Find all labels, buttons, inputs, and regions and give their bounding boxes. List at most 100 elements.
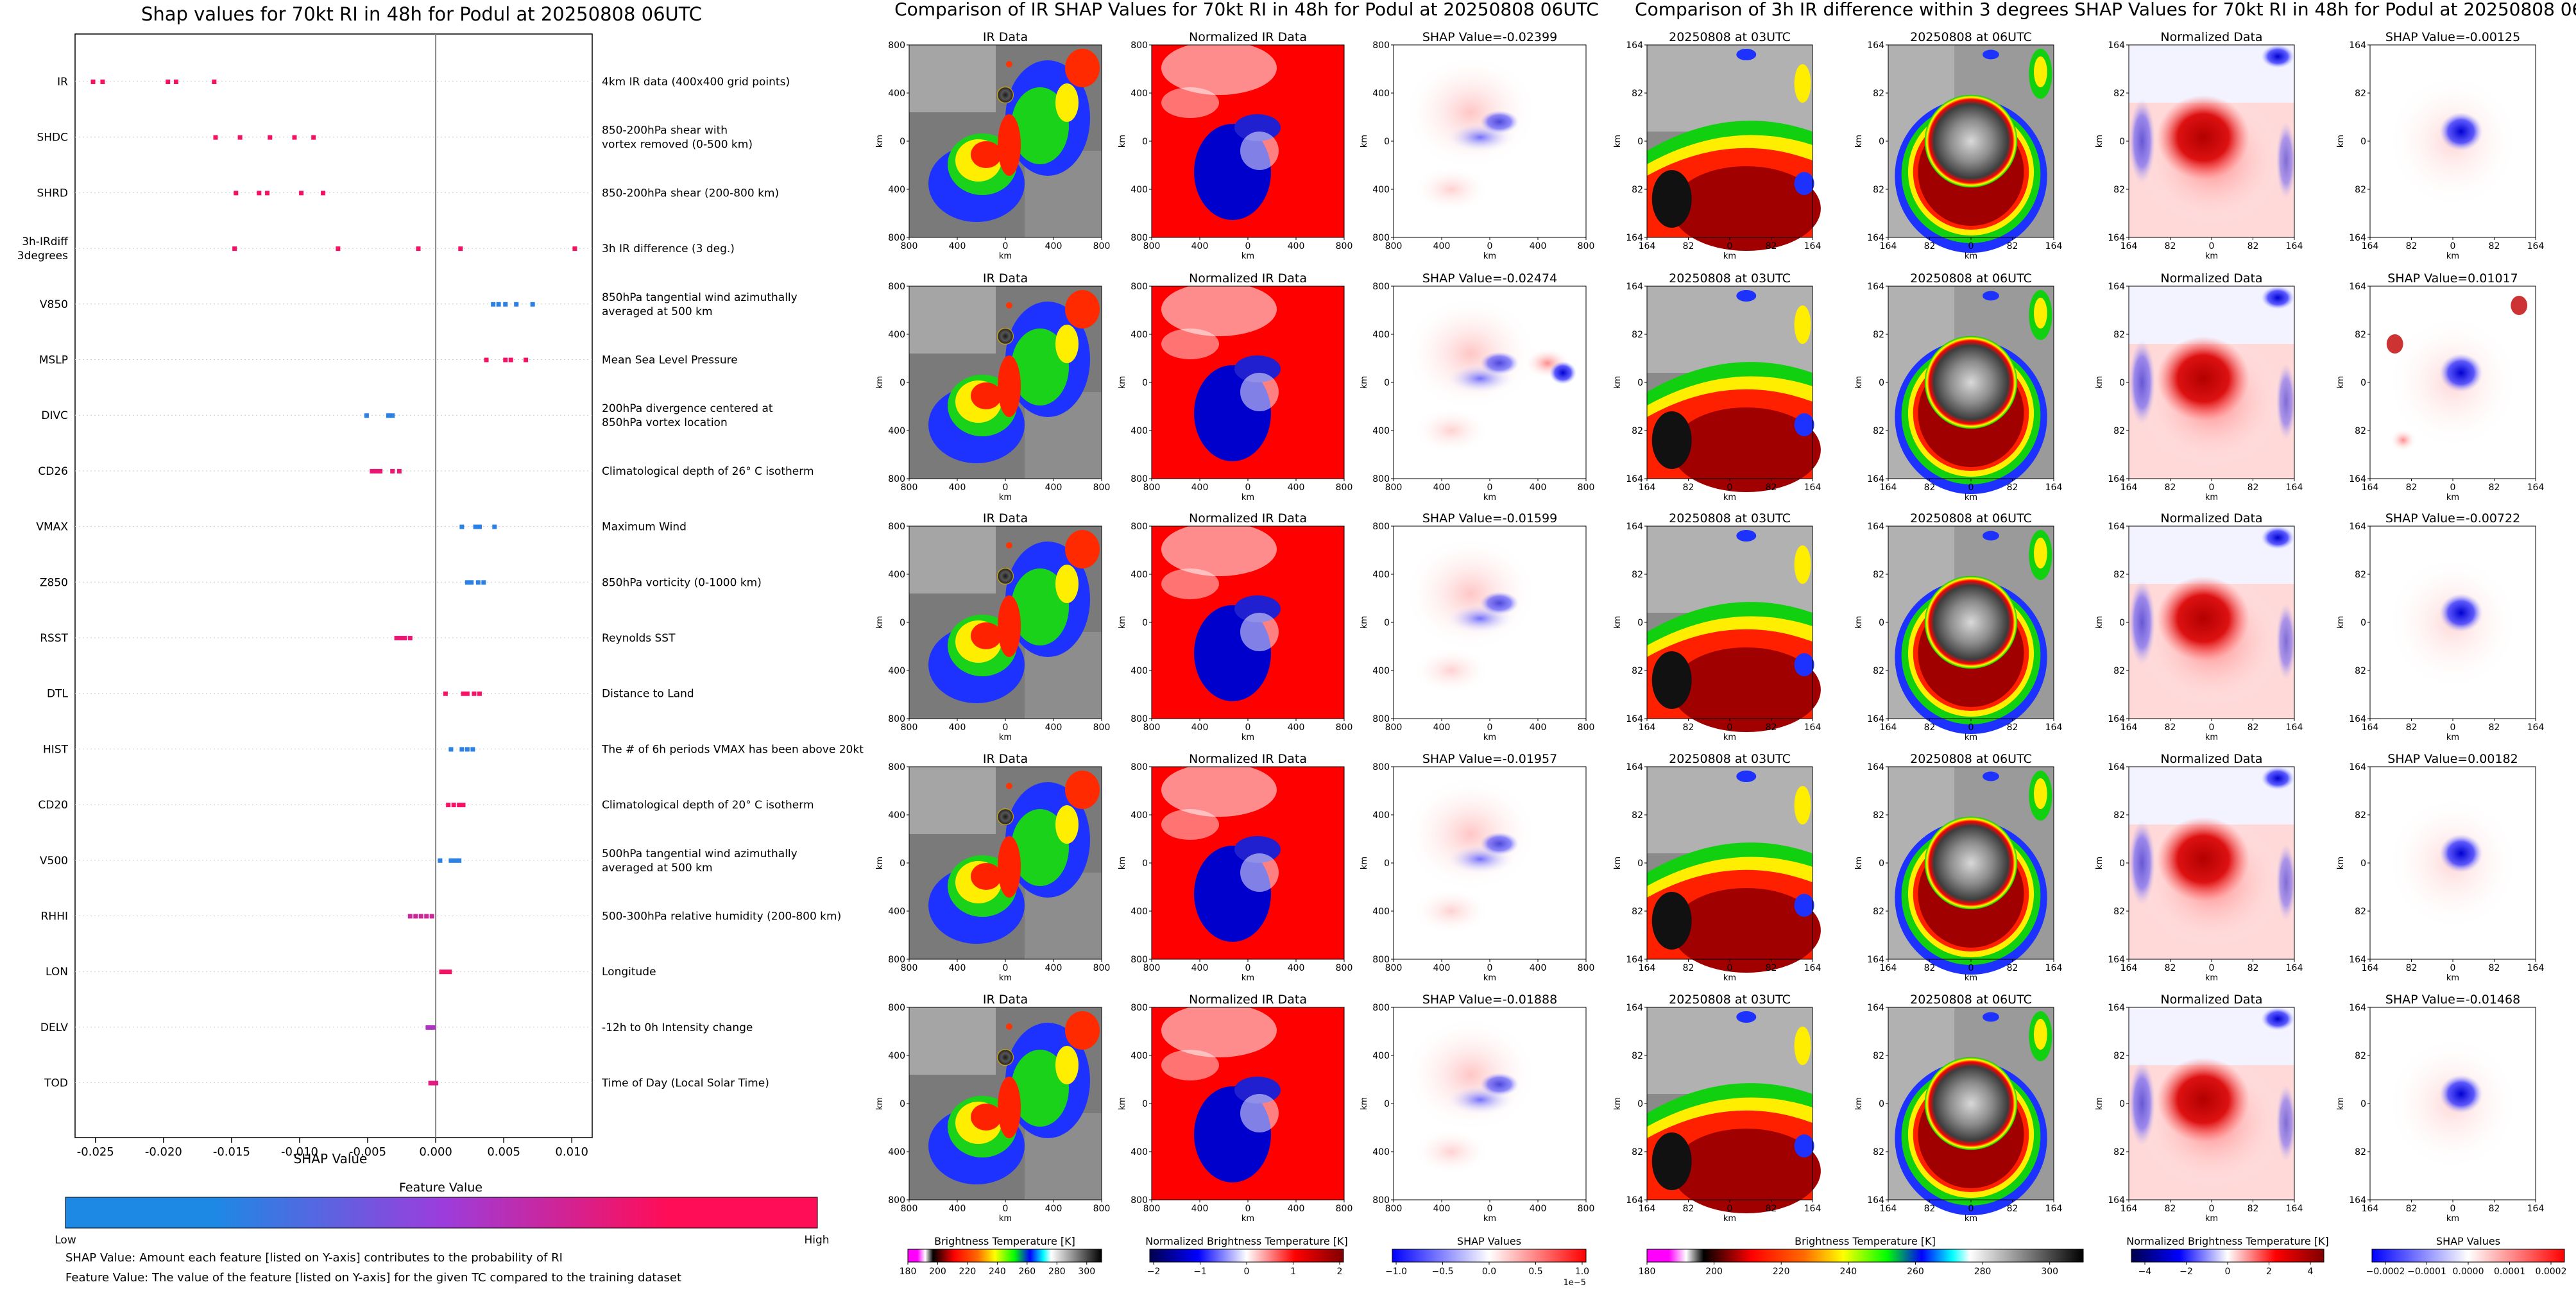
- colorbar-tick-label: −2: [1147, 1267, 1161, 1277]
- y-tick-label: 82: [2355, 666, 2366, 676]
- x-tick-label: 164: [2286, 963, 2303, 973]
- norm3-cold: [2129, 1061, 2156, 1146]
- y-tick-label: 0: [2360, 858, 2366, 869]
- y-tick-label: 82: [1873, 1147, 1884, 1157]
- x-axis-label: km: [1723, 733, 1736, 742]
- y-tick-label: 800: [888, 1195, 905, 1206]
- y-tick-label: 164: [2349, 40, 2366, 51]
- x-tick-label: 164: [2362, 241, 2379, 252]
- x-tick-label: 800: [901, 963, 918, 973]
- shap-negative-core: [1480, 832, 1519, 855]
- feature-description-label: vortex removed (0-500 km): [602, 139, 753, 151]
- x-tick-label: 82: [2007, 241, 2018, 252]
- ir03-cloud-texture: [1647, 526, 1813, 613]
- shap-positive-area: [1403, 55, 1538, 170]
- x-tick-label: 164: [2527, 963, 2545, 973]
- y-tick-label: 0: [1879, 618, 1884, 628]
- colorbar-tick-label: 0.0: [1482, 1267, 1496, 1277]
- ir03-core-darkred: [1671, 888, 1821, 973]
- x-tick-label: 82: [1683, 241, 1694, 252]
- ir-eye: [997, 87, 1014, 103]
- x-tick-label: 0: [2450, 1204, 2456, 1214]
- ir-cold-cloud-red: [998, 595, 1021, 657]
- y-axis-label: km: [875, 135, 885, 148]
- x-tick-label: 0: [2450, 482, 2456, 493]
- norm3-cold: [2261, 286, 2294, 309]
- x-tick-label: 800: [1093, 241, 1111, 252]
- ir-cell: [1006, 783, 1012, 789]
- y-tick-label: 164: [2349, 714, 2366, 724]
- y-tick-label: 0: [1142, 378, 1148, 388]
- shap-point: [166, 80, 171, 84]
- y-tick-label: 82: [2355, 907, 2366, 917]
- ir03-cloud-texture: [1647, 767, 1813, 853]
- shap-point: [469, 580, 474, 585]
- shap-point: [439, 969, 444, 975]
- y-tick-label: 82: [1873, 907, 1884, 917]
- feature-code-label: LON: [46, 966, 68, 978]
- subplot-title: Normalized IR Data: [1189, 511, 1307, 525]
- y-tick-label: 0: [1142, 618, 1148, 628]
- y-axis-label: km: [1854, 1097, 1864, 1110]
- ir03-core-darkred: [1671, 166, 1821, 251]
- subplot-title: Normalized IR Data: [1189, 752, 1307, 766]
- x-tick-label: 164: [2527, 241, 2545, 252]
- y-tick-label: 164: [1626, 40, 1643, 51]
- colorbar-tick-label: −0.0001: [2407, 1267, 2446, 1277]
- subplot-title: SHAP Value=-0.00125: [2385, 30, 2520, 44]
- x-tick-label: 800: [1385, 722, 1403, 733]
- colorbar-tick-label: 240: [1839, 1267, 1857, 1277]
- shap-point: [459, 747, 465, 752]
- shap-point: [524, 357, 529, 363]
- x-tick-label: 0: [1245, 963, 1251, 973]
- x-tick-label: 0: [1245, 1204, 1251, 1214]
- ir-cell: [1006, 1023, 1012, 1030]
- norm-neutral-region: [1161, 568, 1219, 599]
- colorbar-tick-label: −1: [1193, 1267, 1207, 1277]
- x-tick-label: 400: [949, 482, 966, 493]
- y-tick-label: 0: [1879, 1099, 1884, 1109]
- colorbar-label: Normalized Brightness Temperature [K]: [1145, 1235, 1348, 1247]
- y-axis-label: km: [1360, 1097, 1369, 1110]
- y-tick-label: 164: [1867, 1003, 1884, 1013]
- ir-cell: [1006, 542, 1012, 549]
- x-tick-label: 82: [1766, 963, 1777, 973]
- y-tick-label: 164: [1867, 233, 1884, 243]
- ir03-cloud-texture: [1647, 286, 1813, 373]
- y-axis-label: km: [1118, 1097, 1127, 1110]
- y-tick-label: 164: [2108, 40, 2125, 51]
- feature-code-label: HIST: [43, 743, 69, 756]
- x-tick-label: 400: [1191, 482, 1209, 493]
- x-tick-label: 400: [1433, 1204, 1451, 1214]
- x-tick-label: 82: [2248, 963, 2259, 973]
- shap-point: [425, 1025, 431, 1030]
- x-tick-label: 0: [2209, 241, 2215, 252]
- shap-point: [364, 413, 369, 418]
- shap-point: [484, 357, 489, 363]
- feature-description-label: 500hPa tangential wind azimuthally: [602, 848, 798, 860]
- shap-point: [232, 246, 237, 252]
- shap-point: [465, 580, 470, 585]
- subplot-title: Normalized Data: [2160, 511, 2262, 525]
- y-tick-label: 800: [888, 762, 905, 773]
- colorbar-exponent: 1e−5: [1564, 1278, 1586, 1288]
- x-tick-label: 0: [2450, 963, 2456, 973]
- x-tick-label: -0.010: [281, 1145, 318, 1159]
- y-tick-label: 400: [1372, 810, 1390, 821]
- feature-description-label: 200hPa divergence centered at: [602, 402, 773, 415]
- feature-value-colorbar: [65, 1197, 818, 1229]
- colorbar-tick-label: 0.0002: [2536, 1267, 2567, 1277]
- y-tick-label: 800: [888, 474, 905, 484]
- colorbar-tick-label: 180: [900, 1267, 917, 1277]
- y-tick-label: 400: [1372, 907, 1390, 917]
- x-tick-label: 400: [1288, 241, 1305, 252]
- norm3-core: [2156, 95, 2250, 180]
- x-tick-label: 400: [949, 722, 966, 733]
- footnote-shap-value: SHAP Value: Amount each feature [listed …: [65, 1251, 563, 1265]
- x-tick-label: 800: [1385, 1204, 1403, 1214]
